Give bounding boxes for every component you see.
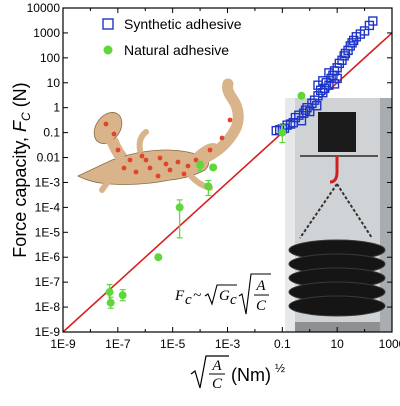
x-tick-label: 1E-7: [105, 337, 131, 351]
equation-lhs-subscript: c: [185, 292, 192, 308]
synthetic-point: [334, 58, 345, 69]
y-tick-label: 10000: [27, 1, 61, 15]
gecko-tail: [194, 78, 244, 166]
y-tick-label: 1E-6: [35, 250, 61, 264]
synthetic-point: [324, 68, 334, 78]
gecko-spot: [163, 161, 169, 167]
gecko-spot: [115, 147, 121, 153]
x-tick-label: 1E-9: [50, 337, 76, 351]
x-axis-title: AC (Nm) ½: [190, 355, 285, 392]
gecko-spot: [167, 167, 173, 173]
y-tick-label: 1000: [33, 26, 60, 40]
gecko-illustration: [77, 78, 244, 193]
natural-point: [204, 182, 213, 191]
legend-natural-label: Natural adhesive: [124, 42, 229, 58]
natural-point: [106, 298, 115, 307]
weight-test-photo: [285, 98, 392, 332]
synthetic-point: [285, 119, 296, 129]
y-tick-label: 100: [40, 51, 60, 65]
natural-point: [118, 291, 127, 300]
y-tick-label: 1: [53, 101, 60, 115]
x-tick-label: 1E-3: [215, 337, 241, 351]
equation-denominator: C: [256, 298, 267, 314]
gecko-spot: [207, 147, 213, 153]
x-title-exponent: ½: [275, 361, 285, 375]
photo-adhesive-pad: [318, 112, 356, 152]
gecko-spot: [157, 155, 163, 161]
gecko-spot: [227, 117, 233, 123]
x-tick-label: 1000: [379, 337, 400, 351]
y-tick-label: 1E-5: [35, 225, 61, 239]
natural-point: [105, 288, 114, 297]
x-title-denominator: C: [212, 376, 223, 392]
x-tick-label: 0.1: [274, 337, 291, 351]
gecko-leg: [136, 129, 149, 153]
y-tick-label: 1E-7: [35, 275, 61, 289]
equation-radical: [238, 273, 271, 315]
gecko-spot: [139, 153, 145, 159]
photo-chain: [299, 183, 373, 239]
y-tick-label: 1E-8: [35, 300, 61, 314]
synthetic-point: [294, 110, 304, 120]
legend-natural-marker: [103, 45, 113, 55]
equation-tilde: ~: [193, 288, 201, 304]
y-tick-label: 1E-9: [35, 325, 61, 339]
equation-g: G: [219, 288, 230, 304]
gecko-spot: [121, 165, 127, 171]
synthetic-point: [359, 26, 370, 36]
photo-hook: [329, 156, 339, 184]
synthetic-point: [340, 48, 351, 59]
natural-point: [154, 253, 163, 262]
x-title-units: (Nm): [231, 365, 271, 385]
x-tick-label: 10: [330, 337, 344, 351]
gecko-spot: [219, 135, 225, 141]
legend: Synthetic adhesive Natural adhesive: [102, 16, 242, 58]
equation-lhs: F: [174, 288, 185, 304]
y-tick-label: 0.1: [43, 126, 60, 140]
y-axis-title: Force capacity, FC (N): [10, 82, 33, 257]
gecko-spot: [147, 165, 153, 171]
natural-point: [278, 128, 287, 137]
photo-frame-right: [380, 98, 392, 332]
gecko-leg: [99, 159, 131, 193]
y-tick-label: 1E-3: [35, 175, 61, 189]
synthetic-point: [313, 91, 323, 101]
gecko-spot: [175, 159, 181, 165]
natural-point: [175, 203, 184, 212]
equation-radical: [204, 284, 237, 306]
natural-point: [297, 91, 306, 100]
natural-point: [209, 163, 218, 172]
synthetic-point: [329, 79, 340, 89]
synthetic-point: [332, 73, 342, 84]
legend-synthetic-marker: [102, 18, 114, 30]
y-tick-label: 10: [47, 76, 61, 90]
gecko-spot: [133, 169, 139, 175]
gecko-spot: [155, 173, 161, 179]
gecko-spot: [185, 163, 191, 169]
x-title-radical: [190, 355, 229, 389]
gecko-spot: [127, 157, 133, 163]
equation-numerator: A: [255, 278, 266, 294]
x-tick-label: 1E-5: [160, 337, 186, 351]
y-tick-label: 0.01: [37, 151, 61, 165]
photo-weight-plate: [288, 295, 386, 317]
natural-point: [196, 161, 205, 170]
gecko-leg: [193, 143, 217, 159]
gecko-spot: [103, 121, 109, 127]
gecko-spot: [111, 131, 117, 137]
synthetic-point: [312, 101, 322, 111]
synthetic-point: [307, 98, 317, 109]
synthetic-point: [368, 16, 378, 26]
equation-g-subscript: c: [230, 292, 237, 308]
x-title-numerator: A: [211, 358, 222, 374]
y-tick-label: 1E-4: [35, 200, 61, 214]
gecko-spot: [181, 171, 187, 177]
gecko-spot: [143, 157, 149, 163]
photo-frame-left: [285, 98, 295, 332]
synthetic-point: [313, 80, 323, 90]
legend-synthetic-label: Synthetic adhesive: [124, 16, 242, 32]
